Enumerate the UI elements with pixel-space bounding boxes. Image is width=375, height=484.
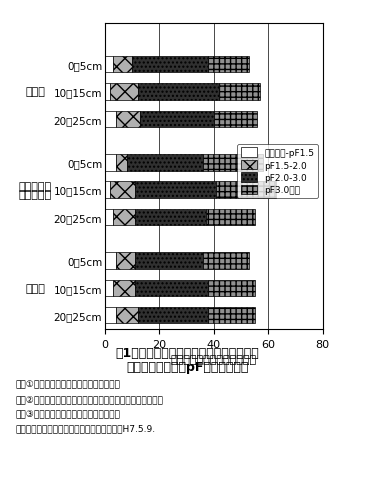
Bar xyxy=(214,111,257,128)
Bar xyxy=(105,253,116,269)
Bar xyxy=(209,307,255,324)
Bar xyxy=(105,84,111,101)
Legend: 毛管飽和-pF1.5, pF1.5-2.0, pF2.0-3.0, pF3.0以上: 毛管飽和-pF1.5, pF1.5-2.0, pF2.0-3.0, pF3.0以… xyxy=(237,145,318,198)
Bar xyxy=(116,307,138,324)
Text: いずれも土壌試料の採取は転換初年目のH7.5.9.: いずれも土壌試料の採取は転換初年目のH7.5.9. xyxy=(15,424,155,433)
Bar xyxy=(138,84,219,101)
Bar xyxy=(105,155,116,171)
Bar xyxy=(113,280,135,296)
Bar xyxy=(203,253,249,269)
Bar xyxy=(209,280,255,296)
Bar xyxy=(135,253,203,269)
Text: ②イタリアンライグラス区は水稲収穫前に不耕起播種．: ②イタリアンライグラス区は水稲収穫前に不耕起播種． xyxy=(15,394,163,404)
Bar xyxy=(140,111,214,128)
X-axis label: 単位体積当たりの水分（％）: 単位体積当たりの水分（％） xyxy=(171,354,257,364)
Text: 休　閑: 休 閑 xyxy=(26,283,45,293)
Bar xyxy=(116,155,127,171)
Bar xyxy=(127,155,203,171)
Bar xyxy=(116,253,135,269)
Bar xyxy=(105,280,113,296)
Text: イタリアン: イタリアン xyxy=(19,181,52,191)
Bar xyxy=(111,84,138,101)
Bar xyxy=(135,210,206,226)
Bar xyxy=(111,182,135,198)
Text: ③休閑区は水稲収穫後耕起せず休閑．: ③休閑区は水稲収穫後耕起せず休閑． xyxy=(15,409,120,418)
Bar xyxy=(132,57,209,73)
Bar xyxy=(105,210,113,226)
Text: 注）①大麦区は水稲収穫後耕起して播種．: 注）①大麦区は水稲収穫後耕起して播種． xyxy=(15,380,120,389)
Bar xyxy=(105,307,116,324)
Bar xyxy=(209,57,249,73)
Text: ライグラス: ライグラス xyxy=(19,189,52,199)
Bar xyxy=(105,182,111,198)
Bar xyxy=(206,210,255,226)
Bar xyxy=(135,280,209,296)
Bar xyxy=(219,84,260,101)
Bar xyxy=(135,182,216,198)
Bar xyxy=(105,111,116,128)
Bar xyxy=(105,57,113,73)
Bar xyxy=(138,307,209,324)
Text: 図1　冬期間の管理・作付が異なる圃場に: 図1 冬期間の管理・作付が異なる圃場に xyxy=(116,346,260,359)
Bar xyxy=(113,57,132,73)
Text: おける土壌のpF範囲別水分量: おける土壌のpF範囲別水分量 xyxy=(126,361,249,374)
Text: 大　麦: 大 麦 xyxy=(26,87,45,97)
Bar xyxy=(113,210,135,226)
Bar xyxy=(216,182,276,198)
Bar xyxy=(203,155,262,171)
Bar xyxy=(116,111,140,128)
